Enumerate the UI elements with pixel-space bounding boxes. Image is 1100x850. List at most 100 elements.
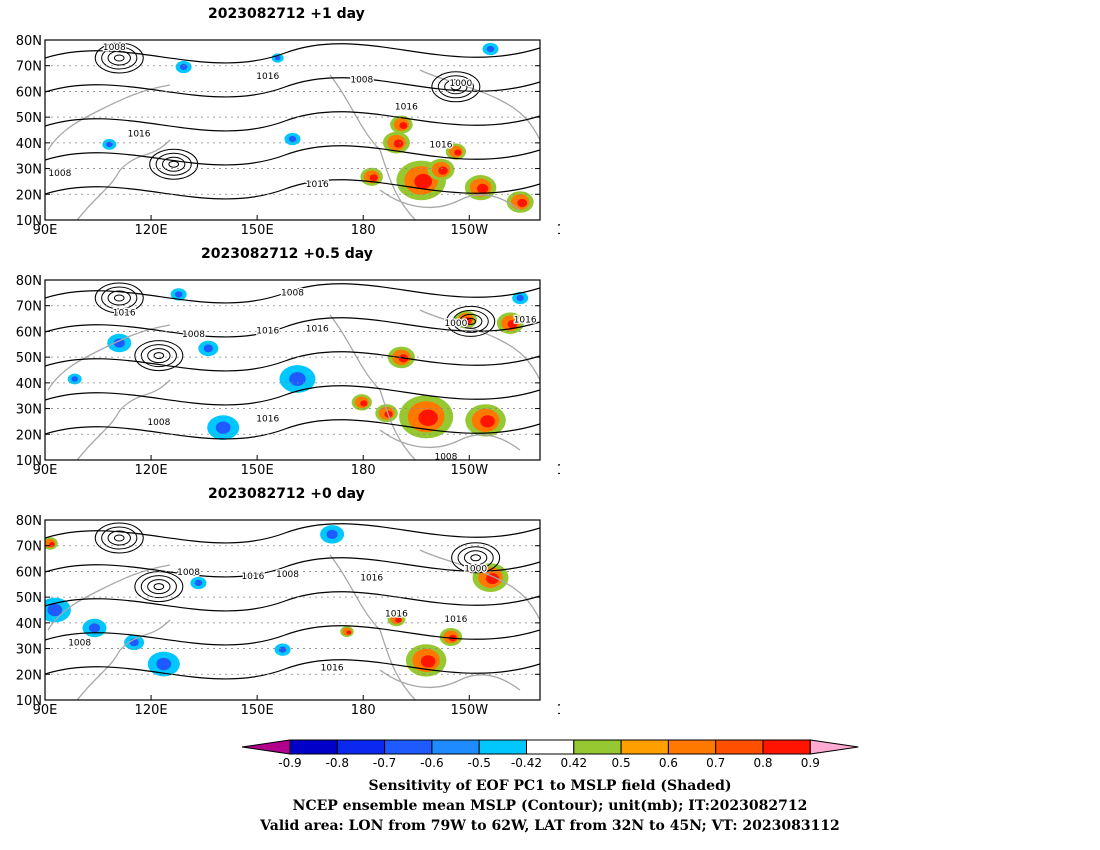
contour-label: 1008 [177,568,200,578]
colorbar-label: -0.42 [511,756,542,770]
shade-negative-core [156,657,172,671]
shade-negative-core [274,55,281,61]
isobar [45,111,540,132]
x-tick-label: 120W [557,463,560,478]
pressure-center-ring [437,75,474,99]
colorbar-label: 0.42 [560,756,587,770]
contour-label: 1016 [256,72,279,82]
isobar [45,591,540,612]
x-tick-label: 90E [33,703,58,718]
panel-2-title: 2023082712 +0.5 day [201,246,373,262]
y-tick-label: 50N [16,591,42,606]
pressure-center-ring [134,340,184,372]
x-tick-label: 90E [33,223,58,238]
contour-label: 1016 [321,664,344,674]
coastline [47,324,171,391]
y-tick-label: 70N [16,300,42,315]
coastline [379,429,521,451]
contour-label: 1000 [449,79,472,89]
shade-positive-core [414,173,433,189]
y-tick-label: 20N [16,188,42,203]
shade-positive-core [418,409,438,427]
panel-2-map: 1016 1008 1008 1016 1016 1000 1016 1016 1008 1008… [16,274,560,478]
shade-positive-core [480,415,495,428]
y-tick-label: 30N [16,643,42,658]
colorbar-box [620,739,669,755]
colorbar-box [336,739,386,755]
y-tick-label: 60N [16,325,42,340]
y-tick-label: 40N [16,377,42,392]
shade-negative-core [47,603,63,617]
pressure-center-ring [113,294,125,302]
contour-label: 1008 [48,169,71,179]
shade-negative-core [71,376,78,382]
colorbar-label: -0.7 [373,756,396,770]
coastline [329,554,417,700]
coastline [76,139,171,220]
x-tick-label: 150E [241,223,274,238]
contour-label: 1016 [444,615,467,625]
isobar [45,659,540,680]
caption-line-3: Valid area: LON from 79W to 62W, LAT fro… [260,818,840,834]
shade-negative-core [516,294,524,302]
colorbar-label: 0.5 [612,756,631,770]
shade-negative-core [486,45,495,53]
y-tick-label: 60N [16,85,42,100]
y-tick-label: 40N [16,137,42,152]
pressure-center-ring [149,148,199,180]
isobar [45,351,540,372]
isobar [45,179,540,200]
coastline [76,619,171,700]
shade-negative-core [326,529,338,540]
y-tick-label: 70N [16,60,42,75]
pressure-center-ring [452,309,489,333]
shade-negative-core [113,338,125,348]
shade-negative-core [278,646,287,653]
y-tick-label: 10N [16,694,42,709]
y-tick-label: 60N [16,565,42,580]
colorbar-label: 0.6 [659,756,678,770]
plot-frame [44,279,541,461]
shade-negative-core [288,135,297,143]
pressure-center-ring [94,522,144,554]
coastline [379,189,521,211]
panel-3-map: 1008 1016 1008 1016 1000 1016 1016 1008 1016 80N 7… [16,514,560,718]
plot-area: 1008 1016 1008 1000 1016 1016 1016 1008 1016 80N 7… [16,34,560,238]
y-tick-label: 20N [16,668,42,683]
y-tick-label: 40N [16,617,42,632]
contour-label: 1008 [281,289,304,299]
x-tick-label: 180 [351,223,376,238]
pressure-center-ring [140,575,177,599]
pressure-center-ring [147,579,171,595]
shade-positive-core [438,166,448,175]
x-tick-label: 120E [135,703,168,718]
coastline [47,84,171,151]
shade-positive-core [454,149,462,156]
x-tick-label: 120E [135,223,168,238]
colorbar-label: 0.8 [753,756,772,770]
coastline [419,309,540,381]
colorbar-box [715,739,764,755]
pressure-center-ring [107,290,131,306]
pressure-center-ring [470,554,481,562]
x-tick-label: 150W [450,703,488,718]
shade-negative-core [174,291,183,298]
coastline [329,74,417,220]
contour-label: 1016 [241,572,264,582]
plot-area: 1016 1008 1008 1016 1016 1000 1016 1016 1008 1008… [16,274,560,478]
isobar [45,43,540,64]
pressure-center-ring [153,352,165,360]
pressure-center-ring [444,79,468,95]
pressure-center-ring [463,550,488,566]
y-tick-label: 50N [16,351,42,366]
shade-positive-core [507,320,518,329]
coastline [76,379,171,460]
colorbar-box [667,739,717,755]
shade-positive-core [486,573,499,585]
colorbar-label: -0.9 [278,756,301,770]
map-content: 1008 1016 1008 1016 1000 1016 1016 1008 1016 [45,522,540,700]
isobar [45,145,540,166]
contour-label: 1016 [395,103,418,113]
x-tick-label: 120W [557,223,560,238]
coastline [47,564,171,631]
